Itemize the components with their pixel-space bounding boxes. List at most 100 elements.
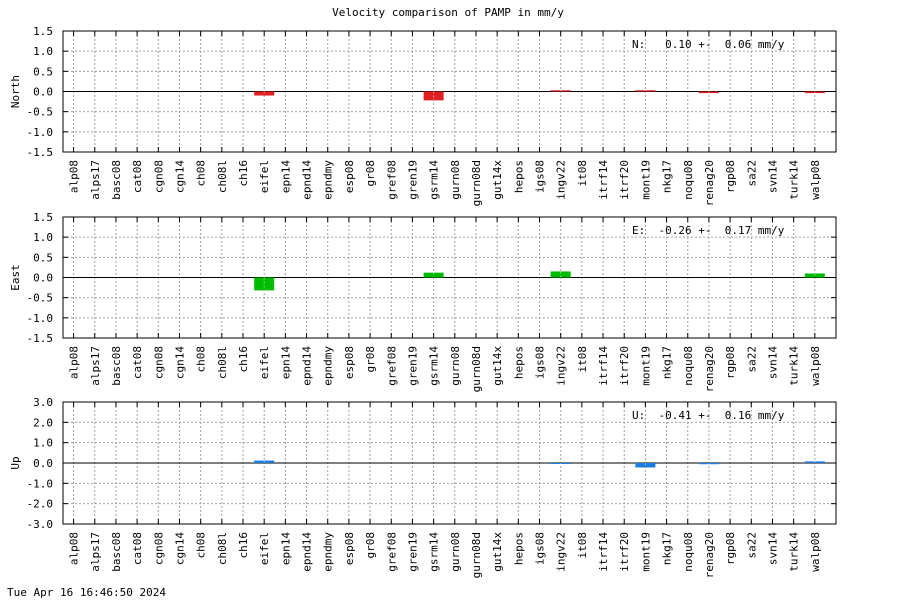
category-label: itrf20	[618, 160, 631, 200]
y-tick-label: 1.0	[33, 45, 53, 58]
category-label: turk14	[788, 532, 801, 572]
category-label: gren19	[406, 532, 419, 572]
category-label: itrf14	[597, 532, 610, 572]
category-label: gurn08d	[470, 346, 483, 392]
y-tick-label: 1.0	[33, 231, 53, 244]
category-label: gr08	[364, 532, 377, 559]
category-label: gurn08	[449, 532, 462, 572]
y-axis-label: East	[9, 264, 22, 291]
category-label: gurn08d	[470, 532, 483, 578]
category-label: gsrm14	[428, 160, 441, 200]
category-label: epndmy	[322, 346, 335, 386]
y-tick-label: 0.0	[33, 272, 53, 285]
category-label: cgn14	[173, 532, 186, 565]
category-label: sa22	[745, 532, 758, 559]
category-label: nkg17	[661, 160, 674, 193]
y-tick-label: 2.0	[33, 416, 53, 429]
category-label: noqu08	[682, 532, 695, 572]
timestamp-footer: Tue Apr 16 16:46:50 2024	[7, 586, 166, 599]
bar-mont19	[635, 463, 656, 468]
category-label: epn14	[279, 532, 292, 565]
category-label: itrf14	[597, 160, 610, 200]
category-label: basc08	[110, 532, 123, 572]
category-label: walp08	[809, 532, 822, 572]
y-tick-label: 1.5	[33, 25, 53, 38]
category-label: it08	[576, 346, 589, 373]
category-label: ch08l	[216, 346, 229, 379]
category-label: gsrm14	[428, 346, 441, 386]
bar-walp08	[804, 273, 825, 278]
category-label: gr08	[364, 346, 377, 373]
category-label: alps17	[89, 532, 102, 572]
y-tick-label: 1.0	[33, 437, 53, 450]
category-label: gsrm14	[428, 532, 441, 572]
category-label: epndmy	[322, 160, 335, 200]
category-label: it08	[576, 160, 589, 187]
y-tick-label: -2.0	[27, 498, 54, 511]
category-label: gurn08	[449, 346, 462, 386]
category-label: eifel	[258, 160, 271, 193]
category-label: ch08l	[216, 532, 229, 565]
y-tick-label: -3.0	[27, 518, 54, 531]
category-label: ch08	[195, 346, 208, 373]
category-label: walp08	[809, 346, 822, 386]
category-label: cat08	[131, 532, 144, 565]
category-label: alps17	[89, 160, 102, 200]
category-label: gurn08	[449, 160, 462, 200]
category-label: nkg17	[661, 532, 674, 565]
category-label: renag20	[703, 346, 716, 392]
category-label: alp08	[68, 160, 81, 193]
category-label: basc08	[110, 346, 123, 386]
category-label: ch08	[195, 160, 208, 187]
y-tick-label: -1.5	[27, 146, 54, 159]
category-label: igs08	[534, 160, 547, 193]
category-label: gr08	[364, 160, 377, 187]
category-label: gut14x	[491, 532, 504, 572]
y-tick-label: 1.5	[33, 211, 53, 224]
category-label: ingv22	[555, 346, 568, 386]
category-label: hepos	[512, 532, 525, 565]
category-label: gref08	[385, 346, 398, 386]
category-label: svn14	[766, 532, 779, 565]
category-label: cat08	[131, 160, 144, 193]
category-label: nkg17	[661, 346, 674, 379]
category-label: esp08	[343, 346, 356, 379]
y-tick-label: -1.0	[27, 312, 54, 325]
category-label: esp08	[343, 160, 356, 193]
category-label: it08	[576, 532, 589, 559]
category-label: itrf20	[618, 346, 631, 386]
category-label: alp08	[68, 532, 81, 565]
category-label: epn14	[279, 346, 292, 379]
category-label: cgn08	[152, 346, 165, 379]
y-tick-label: -1.0	[27, 126, 54, 139]
category-label: rgp08	[724, 160, 737, 193]
category-label: ch16	[237, 160, 250, 187]
category-label: sa22	[745, 160, 758, 187]
velocity-annotation: E: -0.26 +- 0.17 mm/y	[632, 224, 785, 237]
category-label: sa22	[745, 346, 758, 373]
category-label: mont19	[639, 532, 652, 572]
category-label: epnd14	[301, 160, 314, 200]
category-label: mont19	[639, 160, 652, 200]
category-label: ingv22	[555, 532, 568, 572]
category-label: gut14x	[491, 160, 504, 200]
plot-frame	[62, 30, 837, 153]
category-label: gurn08d	[470, 160, 483, 206]
category-label: epn14	[279, 160, 292, 193]
category-label: itrf20	[618, 532, 631, 572]
category-label: ch08	[195, 532, 208, 559]
category-label: rgp08	[724, 532, 737, 565]
category-label: renag20	[703, 160, 716, 206]
category-label: hepos	[512, 346, 525, 379]
plot-frame	[62, 401, 837, 525]
category-label: gren19	[406, 346, 419, 386]
y-tick-label: 0.5	[33, 251, 53, 264]
category-label: igs08	[534, 346, 547, 379]
category-label: igs08	[534, 532, 547, 565]
category-label: eifel	[258, 532, 271, 565]
y-axis-label: Up	[9, 456, 22, 469]
category-label: itrf14	[597, 346, 610, 386]
category-label: ch16	[237, 532, 250, 559]
category-label: cgn14	[173, 160, 186, 193]
